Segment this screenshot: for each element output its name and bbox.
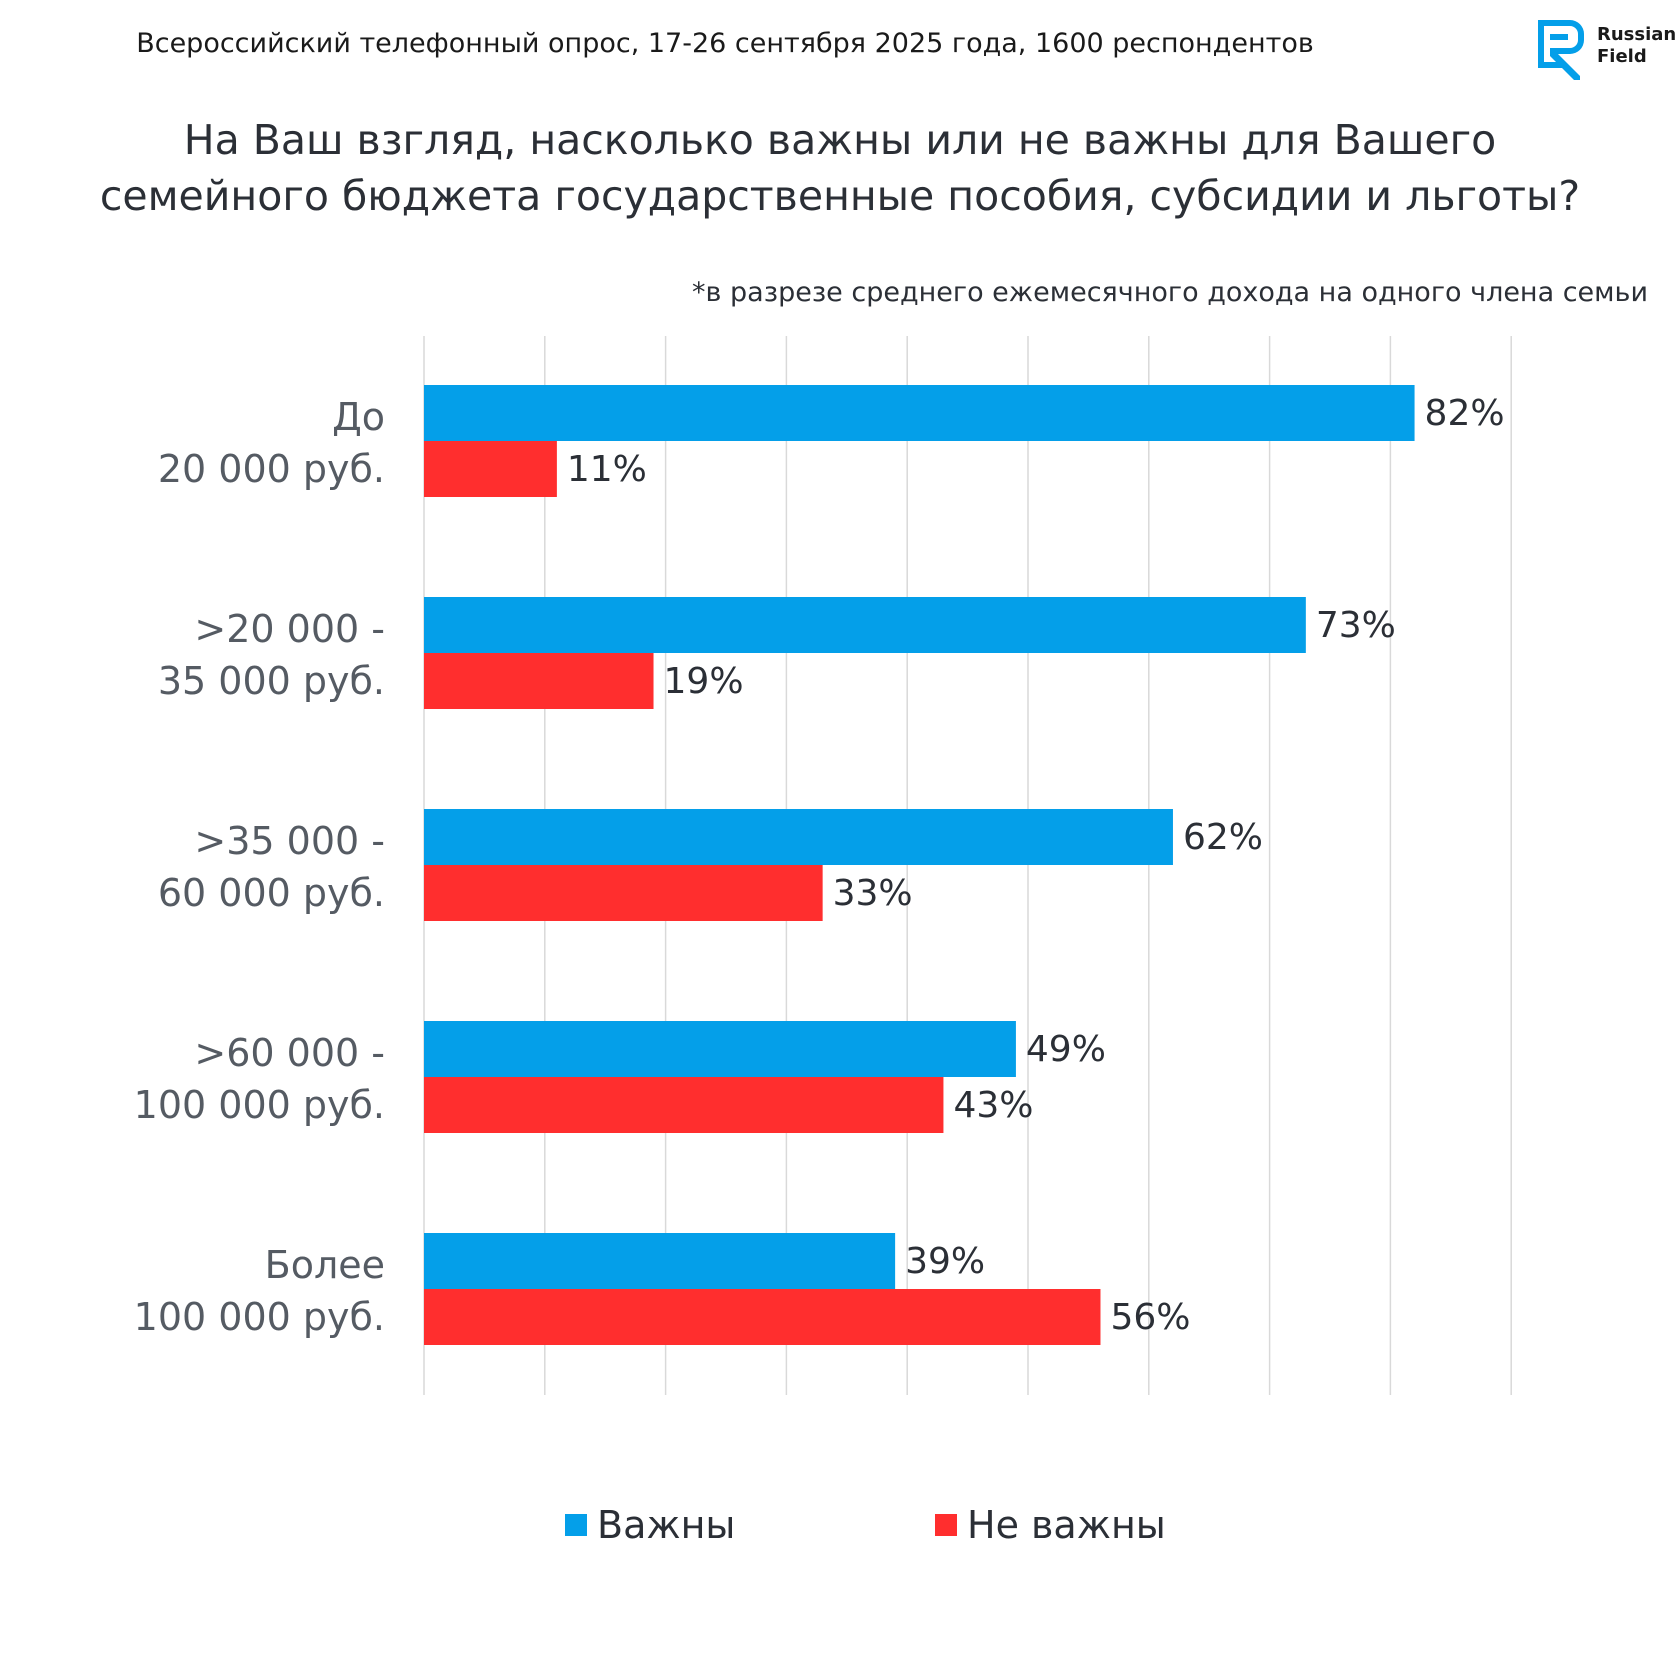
legend-item-not-important: Не важны — [935, 1503, 1166, 1547]
chart-subtitle: *в разрезе среднего ежемесячного дохода … — [692, 277, 1648, 308]
legend-item-important: Важны — [565, 1503, 735, 1547]
data-label: 11% — [567, 449, 647, 490]
bar-not-important — [424, 441, 557, 497]
category-label: 35 000 руб. — [158, 659, 385, 703]
data-label: 62% — [1183, 817, 1263, 858]
category-label: 100 000 руб. — [134, 1083, 385, 1127]
legend-swatch-important — [565, 1514, 587, 1536]
category-label: >60 000 - — [194, 1031, 385, 1075]
bar-important — [424, 1021, 1016, 1077]
data-label: 39% — [905, 1241, 985, 1282]
logo-text-line-2: Field — [1597, 46, 1647, 67]
logo-wordmark: Russian Field — [1597, 24, 1676, 68]
data-label: 82% — [1425, 393, 1505, 434]
category-label: Более — [265, 1243, 385, 1287]
chart-title-line-1: На Ваш взгляд, насколько важны или не ва… — [183, 116, 1497, 164]
legend-label-important: Важны — [597, 1503, 736, 1547]
bar-not-important — [424, 1289, 1101, 1345]
bar-not-important — [424, 653, 654, 709]
category-label: 100 000 руб. — [134, 1295, 385, 1339]
category-label: >35 000 - — [194, 819, 385, 863]
data-label: 33% — [833, 873, 913, 914]
bar-important — [424, 385, 1415, 441]
legend-label-not-important: Не важны — [967, 1503, 1166, 1547]
bar-not-important — [424, 1077, 944, 1133]
data-label: 19% — [664, 661, 744, 702]
chart-legend: Важны Не важны — [0, 1503, 1680, 1553]
data-label: 56% — [1110, 1297, 1190, 1338]
russian-field-logo-icon — [1538, 20, 1584, 80]
bar-important — [424, 1233, 896, 1289]
chart-title: На Ваш взгляд, насколько важны или не ва… — [60, 112, 1620, 224]
category-label: До — [332, 395, 385, 439]
legend-swatch-not-important — [935, 1514, 957, 1536]
category-label: 20 000 руб. — [158, 447, 385, 491]
data-label: 49% — [1026, 1029, 1106, 1070]
data-label: 43% — [953, 1085, 1033, 1126]
russian-field-logo: Russian Field — [1528, 14, 1678, 84]
logo-text-line-1: Russian — [1597, 24, 1677, 45]
bar-not-important — [424, 865, 823, 921]
bar-important — [424, 597, 1306, 653]
chart-title-line-2: семейного бюджета государственные пособи… — [99, 172, 1581, 220]
data-label: 73% — [1316, 605, 1396, 646]
category-label: >20 000 - — [194, 607, 385, 651]
bar-chart: До 20 000 руб. 82% 11% >20 000 - 35 000 руб. 7… — [134, 336, 1512, 1395]
bar-important — [424, 809, 1173, 865]
category-label: 60 000 руб. — [158, 871, 385, 915]
survey-info-line: Всероссийский телефонный опрос, 17-26 се… — [136, 28, 1314, 59]
